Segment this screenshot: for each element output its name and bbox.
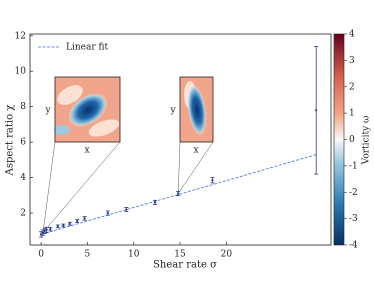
point <box>49 227 52 231</box>
plot-frame <box>29 33 332 246</box>
x-tick-label: 10 <box>128 250 140 260</box>
point <box>43 229 46 232</box>
inset-x-label: x <box>193 146 198 156</box>
fit-line <box>41 154 317 235</box>
colorbar <box>333 33 345 246</box>
x-tick-label: 5 <box>85 250 91 260</box>
x-tick-label: 15 <box>174 250 186 260</box>
y-tick-label: 8 <box>20 102 26 112</box>
point <box>68 222 71 225</box>
x-tick-label: 20 <box>221 250 233 260</box>
colorbar-tick-label: -3 <box>349 214 358 224</box>
point <box>211 179 214 182</box>
y-axis-label: Aspect ratio χ <box>5 105 16 177</box>
colorbar-label: Vorticity ω <box>362 116 372 166</box>
inset-2 <box>179 76 214 143</box>
y-tick-label: 2 <box>20 209 26 219</box>
inset-leader <box>42 141 56 233</box>
colorbar-tick-label: 0 <box>349 135 355 145</box>
inset-1 <box>54 76 121 143</box>
colorbar-tick-label: -4 <box>349 241 358 251</box>
legend-label: Linear fit <box>66 43 109 53</box>
inset-leader <box>42 141 121 233</box>
colorbar-tick-label: 4 <box>349 30 355 40</box>
point <box>177 192 180 195</box>
point <box>125 208 128 211</box>
point <box>315 109 318 112</box>
inset-y-label: y <box>44 106 51 116</box>
point <box>106 211 109 215</box>
y-tick-label: 12 <box>15 31 26 41</box>
colorbar-tick-label: 3 <box>349 56 355 66</box>
inset-leader <box>177 141 214 194</box>
y-tick-label: 4 <box>20 173 26 183</box>
inset-leader <box>177 141 181 194</box>
point <box>45 228 48 232</box>
y-tick-label: 10 <box>15 67 27 77</box>
point <box>76 219 79 223</box>
colorbar-tick-label: 2 <box>349 82 355 92</box>
inset-y-label: y <box>169 106 176 116</box>
point <box>62 224 65 227</box>
point <box>56 225 59 228</box>
inset-x-label: x <box>84 146 89 156</box>
colorbar-tick-label: 1 <box>349 109 355 119</box>
point <box>153 201 157 204</box>
x-axis-label: Shear rate σ <box>153 260 217 271</box>
y-tick-label: 6 <box>20 138 26 148</box>
x-tick-label: 0 <box>38 250 44 260</box>
colorbar-tick-label: -1 <box>349 161 358 171</box>
colorbar-tick-label: -2 <box>349 188 358 198</box>
point <box>83 217 86 220</box>
